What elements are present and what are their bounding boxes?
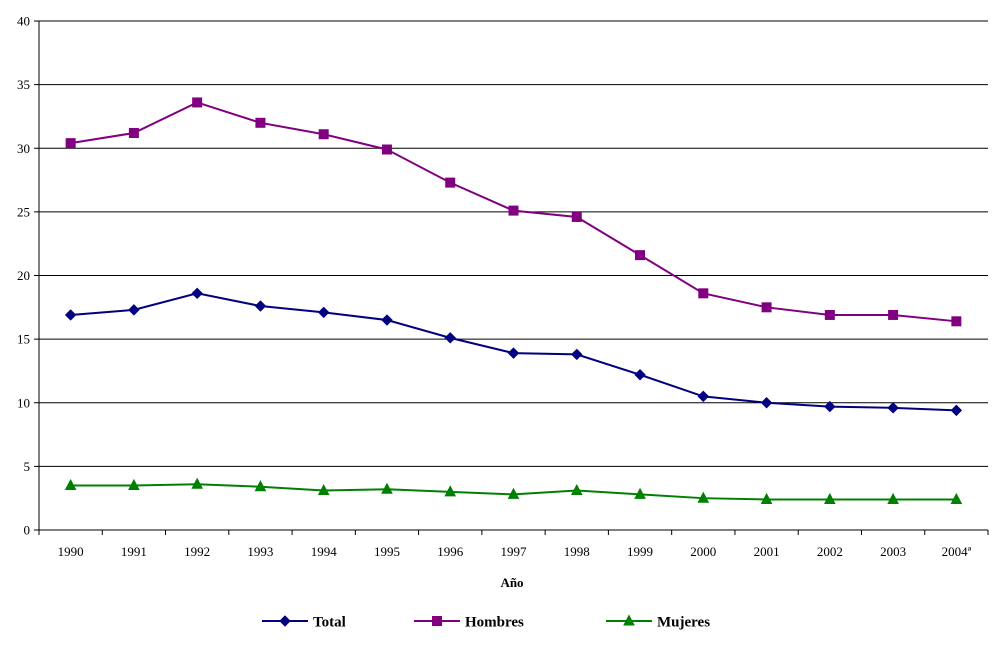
series-hombres — [65, 97, 962, 327]
x-tick-label: 1997 — [501, 544, 528, 559]
x-tick-label: 2003 — [880, 544, 906, 559]
data-point-total — [697, 390, 710, 403]
data-point-total — [950, 404, 963, 417]
legend-item-hombres: Hombres — [414, 615, 524, 631]
data-point-mujeres — [760, 492, 773, 504]
data-point-mujeres — [254, 480, 267, 492]
x-tick-label: 1991 — [121, 544, 147, 559]
y-tick-label: 25 — [17, 204, 30, 219]
series-total — [64, 287, 963, 417]
x-tick-label: 1994 — [311, 544, 338, 559]
legend-label-total: Total — [313, 615, 346, 631]
data-point-total — [824, 400, 836, 413]
y-tick-label: 5 — [24, 459, 31, 474]
data-point-hombres — [951, 316, 962, 327]
x-axis-ticks: 1990 1991 1992 1993 1994 1995 1996 1997 1998 1999… — [38, 530, 989, 559]
data-point-total — [634, 369, 646, 381]
data-point-mujeres — [824, 492, 836, 504]
data-point-mujeres — [317, 483, 330, 496]
data-point-hombres — [508, 205, 519, 216]
data-point-hombres — [698, 288, 709, 299]
y-tick-label: 30 — [17, 141, 30, 156]
data-point-total — [507, 347, 520, 359]
x-tick-label: 2001 — [754, 544, 780, 559]
data-point-mujeres — [128, 478, 140, 490]
x-tick-label: 1992 — [184, 544, 210, 559]
data-point-hombres — [128, 127, 139, 138]
y-tick-label: 10 — [17, 395, 30, 410]
data-point-mujeres — [950, 492, 963, 504]
data-point-mujeres — [64, 478, 77, 490]
x-tick-label: 1993 — [247, 544, 273, 559]
data-point-hombres — [255, 117, 266, 128]
data-point-total — [571, 348, 583, 361]
data-point-hombres — [445, 177, 456, 188]
x-tick-label: 2000 — [690, 544, 716, 559]
data-point-total — [381, 314, 393, 326]
legend-marker-mujeres — [623, 614, 635, 626]
data-point-mujeres — [191, 477, 203, 489]
data-point-mujeres — [507, 487, 520, 499]
legend-item-total: Total — [262, 615, 346, 631]
x-tick-label: 2002 — [817, 544, 843, 559]
data-point-hombres — [192, 97, 203, 108]
data-point-total — [254, 300, 267, 312]
y-axis-ticks: 0 5 10 15 20 25 30 35 40 — [17, 14, 39, 538]
data-point-hombres — [65, 138, 76, 149]
data-point-hombres — [824, 309, 835, 320]
x-tick-label: 1998 — [564, 544, 590, 559]
x-tick-label: 1990 — [58, 544, 84, 559]
x-tick-label: 1996 — [437, 544, 464, 559]
series-lines — [64, 97, 963, 504]
legend-label-hombres: Hombres — [465, 615, 524, 631]
y-tick-label: 15 — [17, 332, 30, 347]
y-tick-label: 20 — [17, 268, 30, 283]
x-axis-title: Año — [500, 575, 523, 590]
gridlines — [39, 20, 988, 467]
x-tick-label: 2004ª — [942, 544, 972, 559]
x-tick-label: 1995 — [374, 544, 400, 559]
data-point-total — [191, 287, 203, 300]
y-tick-label: 0 — [24, 523, 31, 538]
data-point-hombres — [888, 309, 899, 320]
data-point-mujeres — [887, 492, 899, 504]
y-tick-label: 35 — [17, 77, 30, 92]
data-point-total — [444, 332, 456, 344]
legend-label-mujeres: Mujeres — [657, 615, 710, 631]
legend-marker-total — [279, 615, 291, 627]
data-point-mujeres — [381, 482, 393, 494]
series-mujeres — [64, 477, 963, 504]
legend: Total Hombres Mujeres — [262, 614, 710, 631]
x-tick-label: 1999 — [627, 544, 653, 559]
legend-marker-hombres — [432, 616, 442, 626]
data-point-total — [887, 402, 899, 414]
data-point-hombres — [571, 211, 582, 222]
data-point-hombres — [318, 129, 329, 140]
data-point-total — [760, 397, 773, 409]
data-point-total — [317, 306, 330, 319]
data-point-mujeres — [697, 491, 710, 503]
data-point-mujeres — [570, 483, 583, 496]
data-point-mujeres — [634, 487, 646, 499]
data-point-total — [64, 309, 77, 321]
y-tick-label: 40 — [17, 14, 30, 29]
legend-item-mujeres: Mujeres — [606, 614, 710, 631]
data-point-hombres — [381, 144, 392, 155]
data-point-hombres — [761, 302, 772, 313]
data-point-hombres — [635, 250, 646, 261]
data-point-mujeres — [444, 485, 457, 497]
data-point-total — [128, 304, 140, 316]
